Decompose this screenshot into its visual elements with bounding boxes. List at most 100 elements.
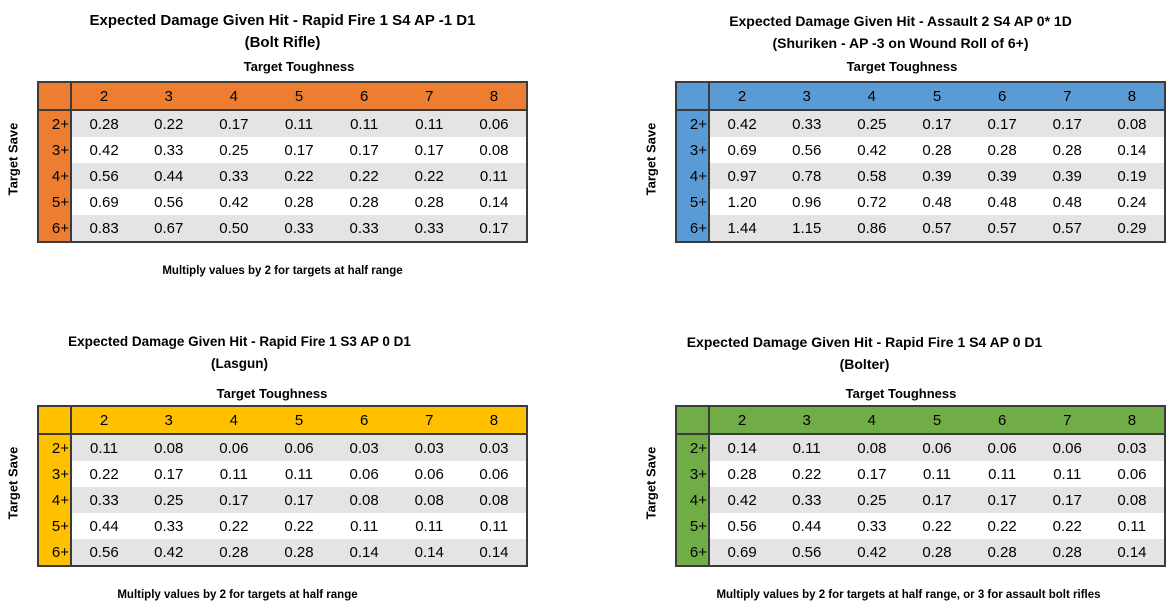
value-cell: 0.22 <box>774 461 840 487</box>
value-cell: 0.42 <box>839 137 905 163</box>
toughness-header-cell: 2 <box>71 406 137 435</box>
value-cell: 0.33 <box>136 513 202 539</box>
toughness-header-cell: 8 <box>1099 82 1165 111</box>
value-cell: 0.14 <box>461 539 527 566</box>
value-cell: 0.06 <box>201 434 267 461</box>
value-cell: 0.11 <box>774 434 840 461</box>
toughness-header-cell: 3 <box>136 82 202 111</box>
toughness-header-cell: 4 <box>201 406 267 435</box>
value-cell: 0.08 <box>396 487 462 513</box>
value-cell: 0.22 <box>136 110 202 137</box>
value-cell: 0.86 <box>839 215 905 242</box>
value-cell: 0.06 <box>904 434 970 461</box>
table-row: 3+ 0.22 0.17 0.11 0.11 0.06 0.06 0.06 <box>38 461 527 487</box>
table-row: 5+ 0.44 0.33 0.22 0.22 0.11 0.11 0.11 <box>38 513 527 539</box>
table-row: 3+ 0.69 0.56 0.42 0.28 0.28 0.28 0.14 <box>676 137 1165 163</box>
toughness-header-cell: 4 <box>839 82 905 111</box>
value-cell: 0.44 <box>71 513 137 539</box>
value-cell: 0.14 <box>1099 539 1165 566</box>
value-cell: 0.48 <box>1034 189 1100 215</box>
save-header-cell: 3+ <box>676 461 710 487</box>
value-cell: 0.11 <box>904 461 970 487</box>
table-row: 3+ 0.28 0.22 0.17 0.11 0.11 0.11 0.06 <box>676 461 1165 487</box>
value-cell: 0.08 <box>461 137 527 163</box>
value-cell: 0.42 <box>709 110 775 137</box>
corner-cell <box>676 406 710 435</box>
toughness-header-cell: 8 <box>461 82 527 111</box>
value-cell: 0.17 <box>266 487 332 513</box>
value-cell: 0.11 <box>201 461 267 487</box>
value-cell: 0.28 <box>396 189 462 215</box>
save-header-cell: 4+ <box>38 163 72 189</box>
value-cell: 1.20 <box>709 189 775 215</box>
value-cell: 1.44 <box>709 215 775 242</box>
value-cell: 0.22 <box>331 163 397 189</box>
value-cell: 0.28 <box>904 137 970 163</box>
value-cell: 0.14 <box>1099 137 1165 163</box>
value-cell: 0.11 <box>331 513 397 539</box>
value-cell: 0.56 <box>71 163 137 189</box>
value-cell: 0.14 <box>331 539 397 566</box>
toughness-header-cell: 3 <box>136 406 202 435</box>
panel-title: Expected Damage Given Hit - Rapid Fire 1… <box>89 12 476 29</box>
value-cell: 0.08 <box>461 487 527 513</box>
value-cell: 0.17 <box>1034 110 1100 137</box>
value-cell: 0.17 <box>461 215 527 242</box>
panel-content: Expected Damage Given Hit - Assault 2 S4… <box>675 10 1166 243</box>
value-cell: 0.28 <box>969 539 1035 566</box>
save-header-cell: 2+ <box>676 434 710 461</box>
value-cell: 0.22 <box>201 513 267 539</box>
value-cell: 0.22 <box>266 163 332 189</box>
value-cell: 0.22 <box>396 163 462 189</box>
save-header-cell: 4+ <box>38 487 72 513</box>
toughness-header-cell: 3 <box>774 406 840 435</box>
value-cell: 0.11 <box>461 513 527 539</box>
save-header-cell: 5+ <box>676 189 710 215</box>
save-header-cell: 3+ <box>38 137 72 163</box>
toughness-header-cell: 7 <box>1034 406 1100 435</box>
value-cell: 0.33 <box>839 513 905 539</box>
value-cell: 0.11 <box>461 163 527 189</box>
value-cell: 0.28 <box>709 461 775 487</box>
panel-subtitle: (Lasgun) <box>211 356 268 371</box>
value-cell: 0.11 <box>396 110 462 137</box>
panel-content: Expected Damage Given Hit - Rapid Fire 1… <box>37 331 528 603</box>
save-header-cell: 6+ <box>676 539 710 566</box>
damage-table-panel: Expected Damage Given Hit - Rapid Fire 1… <box>0 300 584 607</box>
toughness-header-cell: 6 <box>969 82 1035 111</box>
value-cell: 0.06 <box>461 461 527 487</box>
value-cell: 0.06 <box>266 434 332 461</box>
value-cell: 0.50 <box>201 215 267 242</box>
value-cell: 0.06 <box>461 110 527 137</box>
table-row: 4+ 0.42 0.33 0.25 0.17 0.17 0.17 0.08 <box>676 487 1165 513</box>
value-cell: 0.28 <box>969 137 1035 163</box>
table-row: 6+ 0.69 0.56 0.42 0.28 0.28 0.28 0.14 <box>676 539 1165 566</box>
save-header-cell: 5+ <box>676 513 710 539</box>
toughness-axis-label: Target Toughness <box>845 386 957 401</box>
value-cell: 0.33 <box>136 137 202 163</box>
save-header-cell: 2+ <box>38 434 72 461</box>
value-cell: 0.08 <box>839 434 905 461</box>
value-cell: 0.28 <box>904 539 970 566</box>
value-cell: 0.56 <box>774 539 840 566</box>
value-cell: 0.08 <box>1099 110 1165 137</box>
value-cell: 0.57 <box>904 215 970 242</box>
value-cell: 0.22 <box>1034 513 1100 539</box>
value-cell: 0.69 <box>709 137 775 163</box>
value-cell: 0.06 <box>331 461 397 487</box>
save-axis-label: Target Save <box>643 446 659 520</box>
toughness-header-cell: 6 <box>969 406 1035 435</box>
value-cell: 0.17 <box>1034 487 1100 513</box>
value-cell: 0.11 <box>1099 513 1165 539</box>
toughness-header-cell: 4 <box>839 406 905 435</box>
corner-cell <box>676 82 710 111</box>
save-header-cell: 4+ <box>676 487 710 513</box>
value-cell: 0.25 <box>839 487 905 513</box>
value-cell: 0.56 <box>709 513 775 539</box>
toughness-axis-label: Target Toughness <box>846 59 958 74</box>
toughness-header-cell: 8 <box>461 406 527 435</box>
